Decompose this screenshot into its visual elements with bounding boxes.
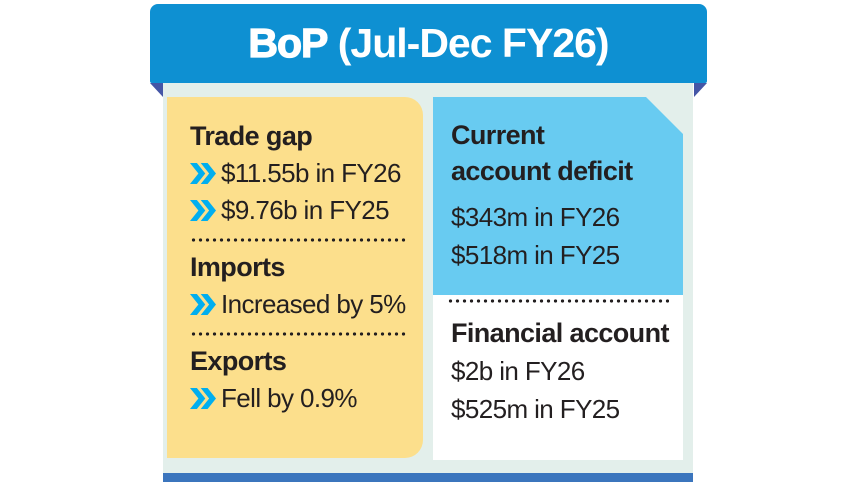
double-chevron-icon xyxy=(190,294,216,315)
financial-account-heading: Financial account xyxy=(451,318,669,348)
exports-heading: Exports xyxy=(190,346,287,376)
financial-account-card: Financial account $2b in FY26 $525m in F… xyxy=(433,295,683,460)
trade-gap-fy26-row: $11.55b in FY26 xyxy=(190,155,407,192)
dotted-divider xyxy=(190,332,407,336)
page-title-period: (Jul-Dec FY26) xyxy=(327,20,610,66)
double-chevron-icon xyxy=(190,200,216,221)
imports-change-value: Increased by 5% xyxy=(221,289,406,319)
double-chevron-icon xyxy=(190,163,216,184)
current-account-fy26-value: $343m in FY26 xyxy=(451,202,620,232)
exports-section: Exports Fell by 0.9% xyxy=(190,344,407,417)
trade-gap-fy26-value: $11.55b in FY26 xyxy=(221,158,401,188)
trade-gap-section: Trade gap $11.55b in FY26 $9.76b in FY25 xyxy=(190,119,407,229)
exports-change-row: Fell by 0.9% xyxy=(190,380,407,417)
trade-gap-heading: Trade gap xyxy=(190,121,313,151)
trade-gap-fy25-value: $9.76b in FY25 xyxy=(221,195,390,225)
imports-change-row: Increased by 5% xyxy=(190,286,407,323)
ribbon-fold-left xyxy=(150,83,163,97)
dotted-divider xyxy=(190,238,407,242)
imports-section: Imports Increased by 5% xyxy=(190,250,407,323)
page-title: BoP (Jul-Dec FY26) xyxy=(248,19,610,67)
header-ribbon: BoP (Jul-Dec FY26) xyxy=(150,4,707,83)
trade-gap-fy25-row: $9.76b in FY25 xyxy=(190,192,407,229)
current-account-fy25-value: $518m in FY25 xyxy=(451,240,620,270)
ribbon-fold-right xyxy=(694,83,707,97)
exports-change-value: Fell by 0.9% xyxy=(221,383,357,413)
imports-heading: Imports xyxy=(190,252,285,282)
dotted-divider xyxy=(447,299,669,303)
double-chevron-icon xyxy=(190,388,216,409)
financial-account-fy25-value: $525m in FY25 xyxy=(451,394,620,424)
page-title-abbrev: BoP xyxy=(248,19,329,66)
current-account-card: Current account deficit $343m in FY26 $5… xyxy=(433,97,683,295)
bottom-ribbon-edge xyxy=(163,473,693,482)
current-account-heading: Current account deficit xyxy=(451,120,633,186)
trade-card: Trade gap $11.55b in FY26 $9.76b in FY25… xyxy=(167,97,423,458)
financial-account-fy26-value: $2b in FY26 xyxy=(451,356,585,386)
